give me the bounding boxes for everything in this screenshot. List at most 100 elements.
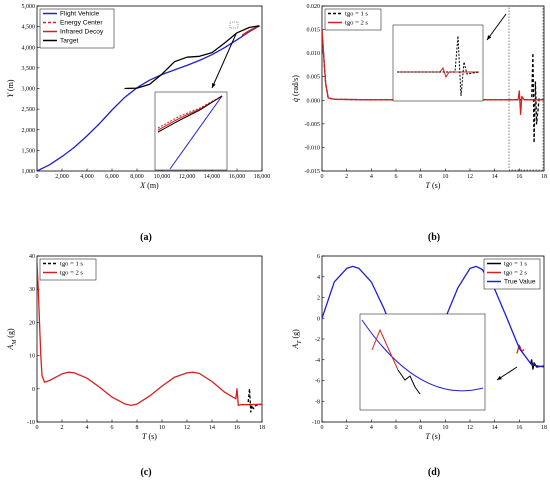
y-axis-symbol: A <box>291 344 300 350</box>
y-tick-label: -10 <box>27 420 35 426</box>
series-line-2 <box>241 25 260 36</box>
x-tick-label: 16 <box>516 425 522 431</box>
chart-panel-0: 0 2,000 4,000 6,000 8,000 10,000 12,000 14,000 1… <box>6 4 270 243</box>
y-axis-label: AT (g) <box>291 329 303 350</box>
y-tick-label: 2,000 <box>22 128 36 134</box>
x-tick-label: 2 <box>61 425 64 431</box>
y-axis-symbol: A <box>6 345 15 351</box>
arrow-d <box>496 366 518 381</box>
inset-series-tgo1 <box>397 369 421 395</box>
x-tick-label: 4,000 <box>80 174 94 180</box>
y-tick-label: 0.010 <box>307 51 321 57</box>
x-axis-unit: (s) <box>430 432 441 441</box>
inset-series-energy <box>157 95 223 129</box>
legend-entry: Infrared Decoy <box>60 29 104 36</box>
x-axis-unit: (m) <box>145 181 159 190</box>
inset-panel-d <box>359 313 486 411</box>
zoom-marker-b <box>508 5 544 171</box>
y-tick-label: 3,000 <box>22 87 36 93</box>
y-axis-subscript: T <box>297 340 303 344</box>
y-axis-symbol: q̇ <box>291 98 300 102</box>
x-tick-label: 8 <box>136 425 139 431</box>
y-tick-label: 0.000 <box>307 98 321 104</box>
series-line-1 <box>516 344 525 354</box>
legend-entry: tgo = 1 s <box>504 261 527 268</box>
y-tick-label: -4 <box>315 358 320 364</box>
x-tick-label: 14 <box>492 174 498 180</box>
legend-entry: tgo = 1 s <box>345 11 368 18</box>
x-tick-label: 8,000 <box>130 174 144 180</box>
y-tick-label: 10 <box>29 354 35 360</box>
plot-frame <box>321 5 545 172</box>
x-tick-label: 2 <box>345 174 348 180</box>
x-tick-label: 14 <box>209 425 215 431</box>
y-tick-label: 0.015 <box>307 28 321 34</box>
inset-panel-a <box>154 91 228 171</box>
x-tick-label: 8 <box>419 425 422 431</box>
x-axis-symbol: X <box>139 181 146 190</box>
x-tick-label: 10 <box>159 425 165 431</box>
y-tick-label: -0.015 <box>305 169 321 175</box>
legend: Flight Vehicle Energy Center Infrared Deco… <box>39 8 115 49</box>
x-tick-label: 0 <box>321 425 324 431</box>
x-tick-label: 10,000 <box>154 174 171 180</box>
x-tick-label: 10 <box>442 425 448 431</box>
y-tick-label: -6 <box>315 379 320 385</box>
legend-entry: Flight Vehicle <box>60 11 100 18</box>
y-tick-label: 2,500 <box>22 107 36 113</box>
legend: tgo = 1 s tgo = 2 s True Value <box>483 258 541 290</box>
inset-panel-b <box>392 24 484 102</box>
x-tick-label: 4 <box>370 174 373 180</box>
arrow-b <box>486 13 507 41</box>
legend-entry: Target <box>60 38 78 45</box>
x-tick-label: 14 <box>492 425 498 431</box>
legend-entry: tgo = 2 s <box>345 20 368 27</box>
y-axis-unit: (m) <box>6 79 15 93</box>
series-group <box>37 25 260 171</box>
x-tick-label: 4 <box>370 425 373 431</box>
series-line-0 <box>529 359 544 370</box>
series-group <box>37 262 262 413</box>
panel-caption: (b) <box>428 232 440 243</box>
x-tick-label: 2 <box>345 425 348 431</box>
y-tick-label: 30 <box>29 287 35 293</box>
panel-caption: (d) <box>428 467 440 478</box>
y-tick-label: 0.020 <box>307 4 321 10</box>
series-line-0 <box>37 25 260 171</box>
y-tick-label: 3,500 <box>22 66 36 72</box>
x-tick-label: 18 <box>259 425 265 431</box>
x-tick-label: 12 <box>467 425 473 431</box>
zoom-marker-a <box>229 21 239 29</box>
x-tick-label: 16,000 <box>229 174 246 180</box>
arrow-a <box>211 33 237 89</box>
y-tick-label: 20 <box>29 320 35 326</box>
arrow-head <box>212 83 216 88</box>
legend-box <box>39 8 115 49</box>
legend-entry: tgo = 2 s <box>504 270 527 277</box>
x-tick-label: 6 <box>395 174 398 180</box>
y-tick-label: 2 <box>317 296 320 302</box>
x-tick-label: 4 <box>86 425 89 431</box>
x-axis-unit: (s) <box>147 432 158 441</box>
y-tick-label: 0.005 <box>307 75 321 81</box>
arrow-head <box>487 35 492 40</box>
x-tick-label: 12,000 <box>179 174 196 180</box>
x-tick-label: 18,000 <box>254 174 271 180</box>
y-tick-label: -0.010 <box>305 145 321 151</box>
x-tick-label: 0 <box>36 425 39 431</box>
legend-entry: tgo = 2 s <box>60 270 83 277</box>
x-tick-label: 6 <box>395 425 398 431</box>
x-tick-label: 14,000 <box>204 174 221 180</box>
legend: tgo = 1 s tgo = 2 s <box>39 258 97 281</box>
x-tick-label: 16 <box>234 425 240 431</box>
arrow-shaft <box>211 33 237 89</box>
y-tick-label: 4,500 <box>22 25 36 31</box>
y-tick-label: 5,000 <box>22 4 36 10</box>
x-tick-label: 12 <box>184 425 190 431</box>
series-line-3 <box>124 25 260 90</box>
inset-series-flight <box>169 95 223 170</box>
x-tick-label: 0 <box>321 174 324 180</box>
y-tick-label: -10 <box>312 420 320 426</box>
y-axis-symbol: Y <box>6 92 15 98</box>
